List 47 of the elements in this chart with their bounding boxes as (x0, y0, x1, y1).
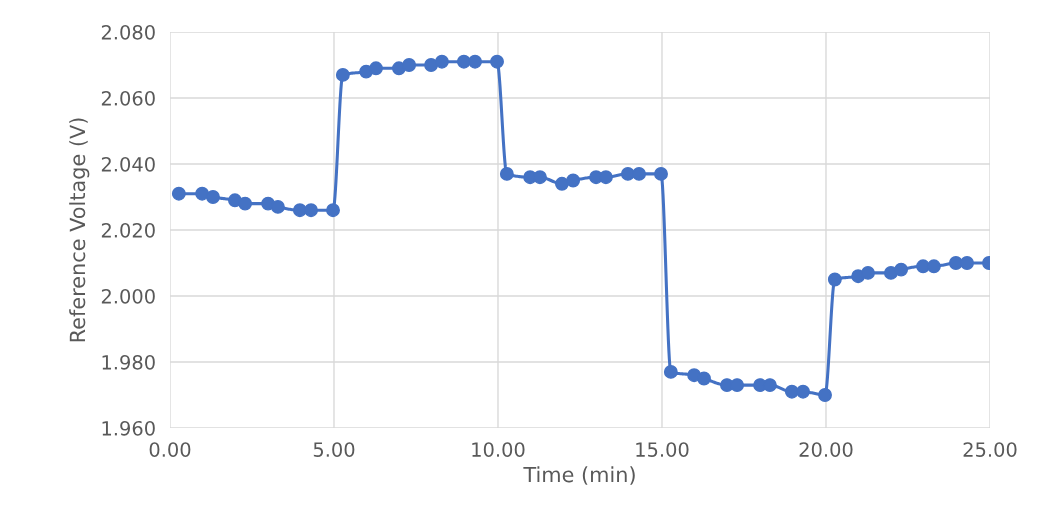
point (206, 190, 220, 204)
point (632, 166, 646, 181)
y-axis-title: Reference Voltage (V) (69, 118, 90, 342)
point (555, 176, 569, 191)
point (654, 166, 668, 181)
x-tick-label: 10.00 (472, 442, 525, 457)
point (335, 67, 350, 82)
point (326, 203, 340, 218)
y-tick-label: 1.980 (102, 354, 155, 370)
point (434, 54, 449, 69)
point (402, 58, 417, 72)
point (171, 186, 186, 201)
point (533, 170, 547, 185)
point (730, 378, 745, 393)
point (926, 259, 941, 274)
point (796, 384, 810, 399)
x-tick-label: 0.00 (149, 442, 191, 457)
point (894, 262, 909, 277)
point (948, 256, 963, 270)
y-tick-label: 2.040 (101, 156, 155, 172)
x-tick-label: 5.00 (313, 442, 355, 457)
point (960, 256, 974, 270)
point (424, 58, 439, 72)
point (490, 54, 504, 69)
point (270, 199, 285, 214)
x-tick-label: 20.00 (799, 442, 853, 457)
point (468, 54, 482, 69)
point (195, 186, 210, 201)
point (827, 272, 842, 287)
y-tick-label: 2.020 (101, 222, 155, 238)
y-tick-label: 2.000 (101, 288, 155, 304)
x-tick-label: 25.00 (963, 442, 1017, 457)
x-tick-label: 15.00 (636, 442, 689, 457)
point (663, 364, 678, 379)
point (566, 173, 581, 188)
point (697, 371, 711, 386)
point (238, 196, 253, 211)
point (620, 166, 635, 181)
point (304, 203, 318, 218)
point (818, 388, 832, 402)
y-tick-label: 1.960 (102, 420, 155, 436)
point (861, 265, 875, 280)
point (369, 61, 383, 76)
point (499, 166, 514, 181)
x-axis-title: Time (min) (523, 466, 635, 485)
y-tick-label: 2.060 (101, 90, 155, 106)
y-tick-label: 2.080 (101, 24, 155, 40)
